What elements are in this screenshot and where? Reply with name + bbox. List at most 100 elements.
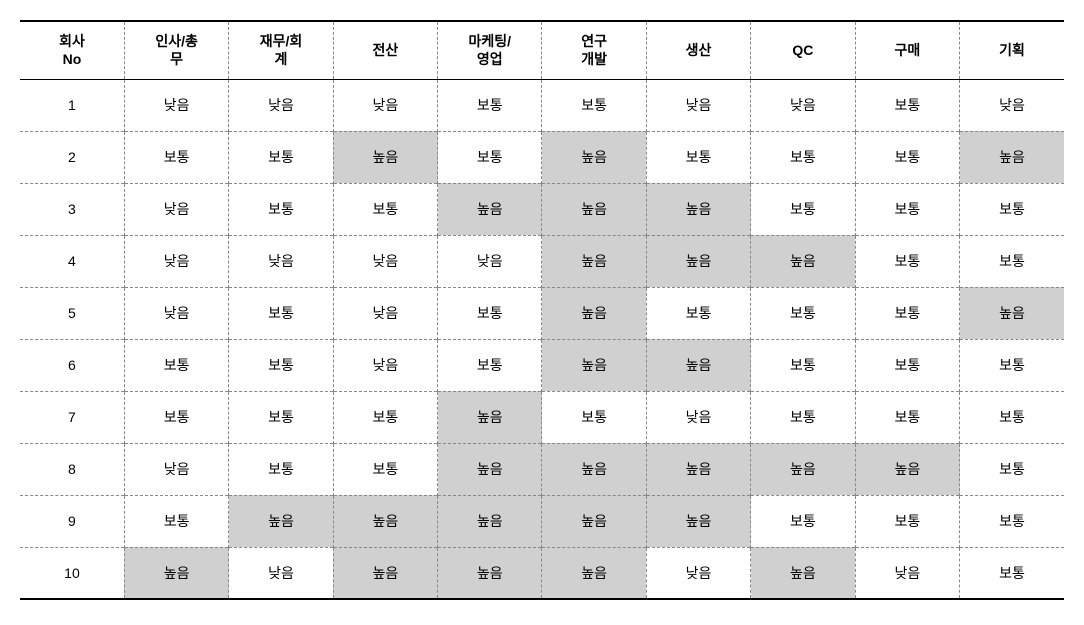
column-header-9: 기획 [960,21,1064,79]
table-row: 7보통보통보통높음보통낮음보통보통보통 [20,391,1064,443]
data-cell: 보통 [855,287,959,339]
data-cell: 보통 [960,183,1064,235]
data-cell: 보통 [855,391,959,443]
data-cell: 높음 [751,547,855,599]
data-cell: 보통 [751,287,855,339]
header-row: 회사No인사/총무재무/회계전산마케팅/영업연구개발생산QC구매기획 [20,21,1064,79]
data-cell: 낮음 [124,287,228,339]
data-cell: 낮음 [333,79,437,131]
data-cell: 보통 [855,495,959,547]
data-table: 회사No인사/총무재무/회계전산마케팅/영업연구개발생산QC구매기획 1낮음낮음… [20,20,1064,600]
column-header-0: 회사No [20,21,124,79]
column-header-7: QC [751,21,855,79]
row-number: 9 [20,495,124,547]
data-cell: 보통 [333,391,437,443]
column-header-8: 구매 [855,21,959,79]
data-cell: 보통 [855,131,959,183]
row-number: 2 [20,131,124,183]
column-header-6: 생산 [646,21,750,79]
data-cell: 보통 [646,287,750,339]
data-cell: 낮음 [646,79,750,131]
column-header-3: 전산 [333,21,437,79]
data-cell: 보통 [751,183,855,235]
data-cell: 높음 [438,391,542,443]
data-cell: 보통 [542,79,646,131]
data-cell: 보통 [229,183,333,235]
data-cell: 보통 [751,495,855,547]
data-cell: 보통 [438,79,542,131]
row-number: 3 [20,183,124,235]
data-cell: 높음 [333,131,437,183]
data-cell: 낮음 [855,547,959,599]
row-number: 7 [20,391,124,443]
data-cell: 낮음 [333,339,437,391]
row-number: 8 [20,443,124,495]
data-cell: 보통 [751,131,855,183]
table-header: 회사No인사/총무재무/회계전산마케팅/영업연구개발생산QC구매기획 [20,21,1064,79]
data-cell: 보통 [229,339,333,391]
row-number: 6 [20,339,124,391]
data-cell: 높음 [855,443,959,495]
data-cell: 높음 [542,287,646,339]
data-cell: 낮음 [124,79,228,131]
row-number: 10 [20,547,124,599]
data-cell: 낮음 [751,79,855,131]
data-cell: 낮음 [229,547,333,599]
data-cell: 보통 [960,235,1064,287]
column-header-5: 연구개발 [542,21,646,79]
table-row: 4낮음낮음낮음낮음높음높음높음보통보통 [20,235,1064,287]
data-cell: 높음 [751,443,855,495]
data-cell: 높음 [646,443,750,495]
data-cell: 낮음 [646,547,750,599]
column-header-2: 재무/회계 [229,21,333,79]
table-row: 2보통보통높음보통높음보통보통보통높음 [20,131,1064,183]
data-cell: 높음 [646,235,750,287]
data-cell: 낮음 [124,443,228,495]
data-cell: 낮음 [960,79,1064,131]
data-cell: 보통 [438,339,542,391]
data-cell: 보통 [960,391,1064,443]
data-cell: 보통 [229,131,333,183]
data-cell: 보통 [960,443,1064,495]
data-cell: 높음 [542,443,646,495]
data-cell: 낮음 [333,287,437,339]
data-cell: 높음 [438,183,542,235]
data-cell: 보통 [855,235,959,287]
data-cell: 높음 [542,131,646,183]
data-cell: 보통 [438,287,542,339]
data-cell: 높음 [542,495,646,547]
data-cell: 보통 [333,183,437,235]
data-cell: 보통 [960,339,1064,391]
data-cell: 보통 [229,287,333,339]
table-row: 5낮음보통낮음보통높음보통보통보통높음 [20,287,1064,339]
column-header-1: 인사/총무 [124,21,228,79]
data-cell: 높음 [646,339,750,391]
data-cell: 낮음 [438,235,542,287]
data-cell: 보통 [646,131,750,183]
data-cell: 보통 [960,495,1064,547]
data-cell: 높음 [542,339,646,391]
data-cell: 보통 [855,183,959,235]
data-cell: 보통 [124,131,228,183]
data-cell: 낮음 [124,235,228,287]
data-cell: 높음 [438,495,542,547]
data-cell: 보통 [960,547,1064,599]
table-row: 8낮음보통보통높음높음높음높음높음보통 [20,443,1064,495]
data-cell: 높음 [542,183,646,235]
table-body: 1낮음낮음낮음보통보통낮음낮음보통낮음2보통보통높음보통높음보통보통보통높음3낮… [20,79,1064,599]
data-cell: 높음 [646,495,750,547]
data-cell: 높음 [438,547,542,599]
data-cell: 낮음 [124,183,228,235]
data-cell: 보통 [229,391,333,443]
data-cell: 낮음 [229,79,333,131]
data-cell: 높음 [646,183,750,235]
data-cell: 높음 [960,131,1064,183]
data-cell: 보통 [124,339,228,391]
row-number: 5 [20,287,124,339]
data-cell: 높음 [542,547,646,599]
data-cell: 높음 [229,495,333,547]
data-cell: 보통 [124,495,228,547]
data-cell: 보통 [855,79,959,131]
table-row: 10높음낮음높음높음높음낮음높음낮음보통 [20,547,1064,599]
row-number: 4 [20,235,124,287]
